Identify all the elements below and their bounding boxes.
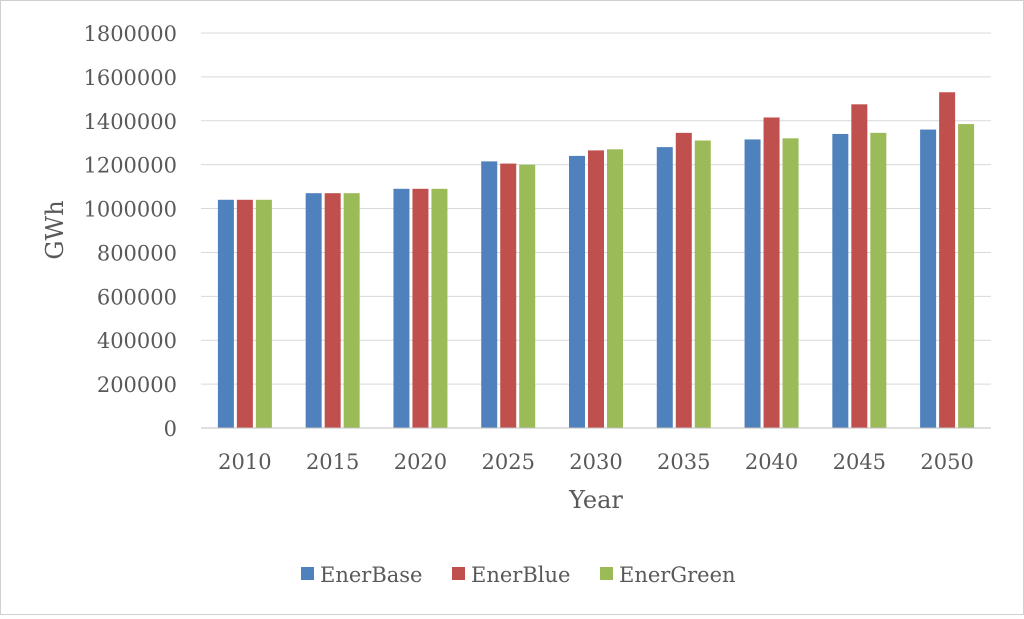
bar-energreen-2035 — [694, 140, 711, 428]
x-axis-ticks: 2010 2015 2020 2025 2030 2035 2040 2045 2050 — [218, 450, 974, 474]
legend-label-enerblue: EnerBlue — [471, 563, 570, 587]
bar-energreen-2025 — [519, 164, 536, 428]
bar-energreen-2045 — [870, 132, 887, 428]
bar-energreen-2030 — [607, 149, 623, 429]
bar-enerblue-2035 — [675, 132, 692, 428]
y-tick-label: 400000 — [97, 329, 177, 353]
y-tick-label: 1400000 — [83, 110, 177, 134]
bar-enerbase-2025 — [481, 161, 498, 428]
y-tick-label: 200000 — [97, 373, 177, 397]
bar-enerblue-2050 — [939, 92, 956, 428]
bar-enerbase-2030 — [569, 155, 585, 428]
bar-enerblue-2025 — [500, 163, 517, 428]
bar-energreen-2010 — [255, 199, 272, 428]
bar-enerblue-2030 — [588, 150, 604, 428]
bar-enerbase-2040 — [744, 139, 761, 429]
x-tick-label: 2025 — [481, 450, 534, 474]
bar-enerblue-2020 — [412, 188, 429, 428]
x-axis-label: Year — [568, 486, 623, 514]
legend-swatch-energreen — [600, 567, 613, 580]
y-tick-label: 1000000 — [83, 198, 177, 222]
bar-energreen-2050 — [958, 124, 975, 428]
y-tick-label: 600000 — [97, 285, 177, 309]
bar-enerbase-2010 — [217, 199, 234, 428]
y-axis-ticks: 0 200000 400000 600000 800000 1000000 1200000 1… — [83, 22, 177, 441]
x-tick-label: 2030 — [569, 450, 622, 474]
x-tick-label: 2050 — [920, 450, 973, 474]
y-tick-label: 1600000 — [83, 66, 177, 90]
bar-energreen-2015 — [343, 193, 360, 428]
bars — [217, 92, 975, 429]
y-tick-label: 1200000 — [83, 154, 177, 178]
legend: EnerBase EnerBlue EnerGreen — [301, 563, 736, 587]
legend-swatch-enerblue — [452, 567, 465, 580]
bar-energreen-2040 — [782, 138, 799, 429]
legend-swatch-enerbase — [301, 567, 314, 580]
bar-enerblue-2015 — [324, 193, 341, 428]
bar-enerbase-2050 — [920, 129, 937, 429]
x-tick-label: 2045 — [833, 450, 886, 474]
bar-enerbase-2035 — [656, 147, 673, 428]
y-tick-label: 0 — [164, 417, 177, 441]
bar-enerblue-2040 — [763, 117, 780, 428]
x-tick-label: 2015 — [306, 450, 359, 474]
y-tick-label: 800000 — [97, 241, 177, 265]
bar-enerbase-2015 — [305, 193, 322, 428]
x-tick-label: 2020 — [394, 450, 447, 474]
bar-energreen-2020 — [431, 188, 448, 428]
y-tick-label: 1800000 — [83, 22, 177, 46]
x-tick-label: 2035 — [657, 450, 710, 474]
y-axis-label: GWh — [41, 200, 69, 259]
legend-label-energreen: EnerGreen — [619, 563, 736, 587]
bar-enerbase-2020 — [393, 188, 410, 428]
x-tick-label: 2010 — [218, 450, 271, 474]
bar-enerbase-2045 — [832, 133, 849, 428]
legend-label-enerbase: EnerBase — [320, 563, 422, 587]
bar-enerblue-2045 — [851, 104, 868, 428]
bar-enerblue-2010 — [236, 199, 253, 428]
x-tick-label: 2040 — [745, 450, 798, 474]
